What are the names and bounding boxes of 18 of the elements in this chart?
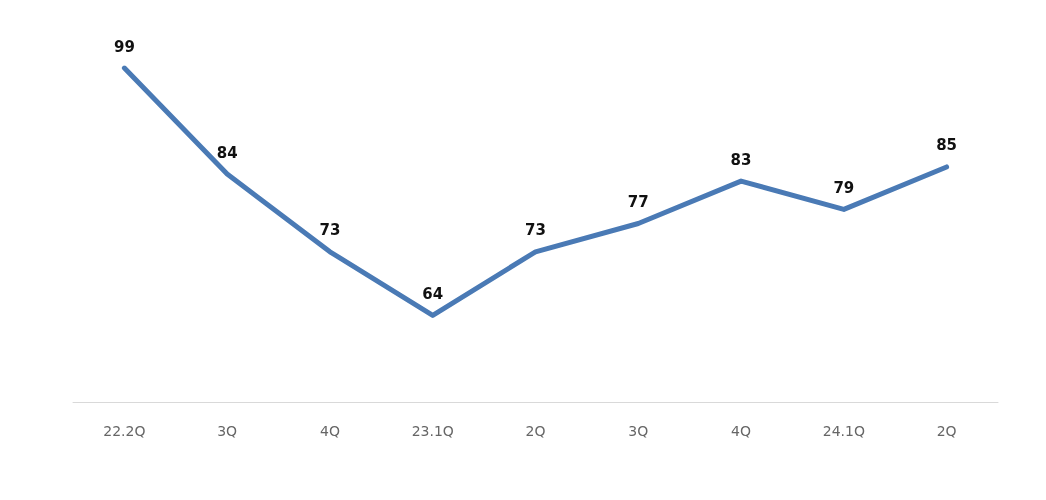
data-label: 83 <box>730 150 752 169</box>
data-label: 73 <box>525 221 546 240</box>
data-label: 84 <box>216 143 238 162</box>
data-label: 99 <box>113 37 135 56</box>
x-tick-label: 4Q <box>319 423 340 439</box>
data-label: 64 <box>422 284 444 303</box>
data-label: 77 <box>627 193 649 212</box>
x-tick-label: 3Q <box>628 423 649 439</box>
x-tick-label: 3Q <box>217 423 238 439</box>
x-tick-label: 22.2Q <box>103 423 146 439</box>
x-tick-label: 2Q <box>936 423 957 439</box>
x-tick-label: 2Q <box>525 423 546 439</box>
data-label: 73 <box>319 221 341 240</box>
data-label: 79 <box>833 178 855 197</box>
data-label: 85 <box>936 136 958 155</box>
x-tick-label: 4Q <box>731 423 752 439</box>
x-tick-label: 24.1Q <box>822 423 865 439</box>
x-tick-label: 23.1Q <box>411 423 454 439</box>
